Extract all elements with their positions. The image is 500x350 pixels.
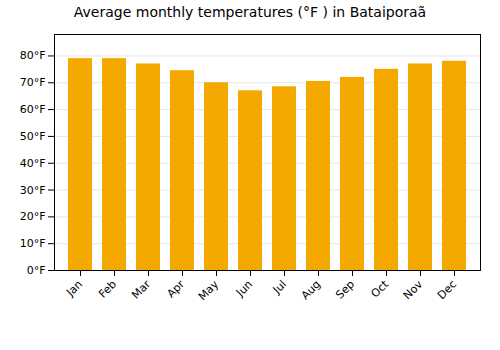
svg-text:Sep: Sep [333, 278, 357, 302]
svg-text:70°F: 70°F [20, 76, 46, 89]
svg-text:0°F: 0°F [27, 264, 46, 277]
svg-text:60°F: 60°F [20, 103, 46, 116]
svg-text:40°F: 40°F [20, 157, 46, 170]
svg-text:10°F: 10°F [20, 237, 46, 250]
svg-text:Nov: Nov [401, 277, 426, 302]
svg-text:Apr: Apr [164, 277, 187, 300]
svg-text:20°F: 20°F [20, 210, 46, 223]
svg-text:Dec: Dec [435, 278, 459, 302]
svg-text:30°F: 30°F [20, 184, 46, 197]
svg-text:Mar: Mar [129, 277, 153, 301]
html-text:Average monthly temperatures (: Average monthly temperatures (°F ) in Ba… [73, 4, 427, 20]
svg-text:May: May [196, 277, 222, 303]
svg-text:50°F: 50°F [20, 130, 46, 143]
svg-text:80°F: 80°F [20, 49, 46, 62]
svg-text:Oct: Oct [368, 277, 391, 300]
svg-text:Feb: Feb [96, 278, 119, 301]
svg-text:Aug: Aug [299, 278, 323, 302]
svg-text:Jan: Jan [63, 278, 85, 300]
svg-text:Jun: Jun [233, 278, 255, 300]
svg-text:Jul: Jul [270, 278, 289, 297]
